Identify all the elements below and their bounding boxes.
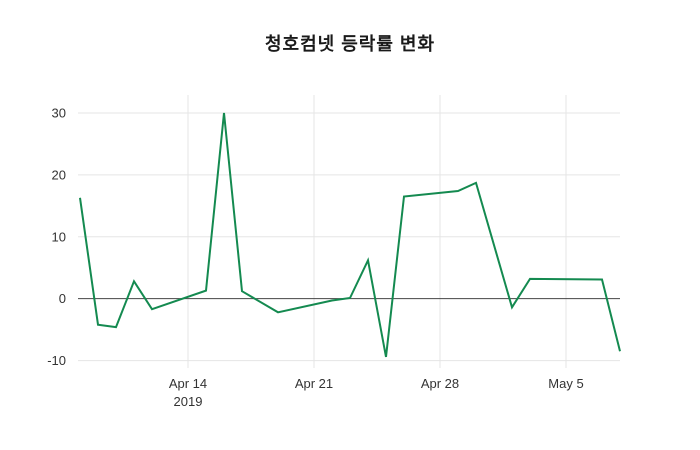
- y-tick-label: 10: [52, 229, 66, 244]
- x-tick-sublabel: 2019: [174, 394, 203, 409]
- x-tick-label: Apr 14: [169, 376, 207, 391]
- x-tick-label: Apr 21: [295, 376, 333, 391]
- x-tick-label: May 5: [548, 376, 583, 391]
- chart-title: 청호컴넷 등락률 변화: [264, 34, 436, 54]
- y-tick-label: -10: [47, 353, 66, 368]
- series-line-등락률(%): [79, 112, 621, 358]
- y-tick-label: 0: [59, 291, 66, 306]
- y-tick-label: 20: [52, 167, 66, 182]
- x-tick-label: Apr 28: [421, 376, 459, 391]
- y-tick-label: 30: [52, 105, 66, 120]
